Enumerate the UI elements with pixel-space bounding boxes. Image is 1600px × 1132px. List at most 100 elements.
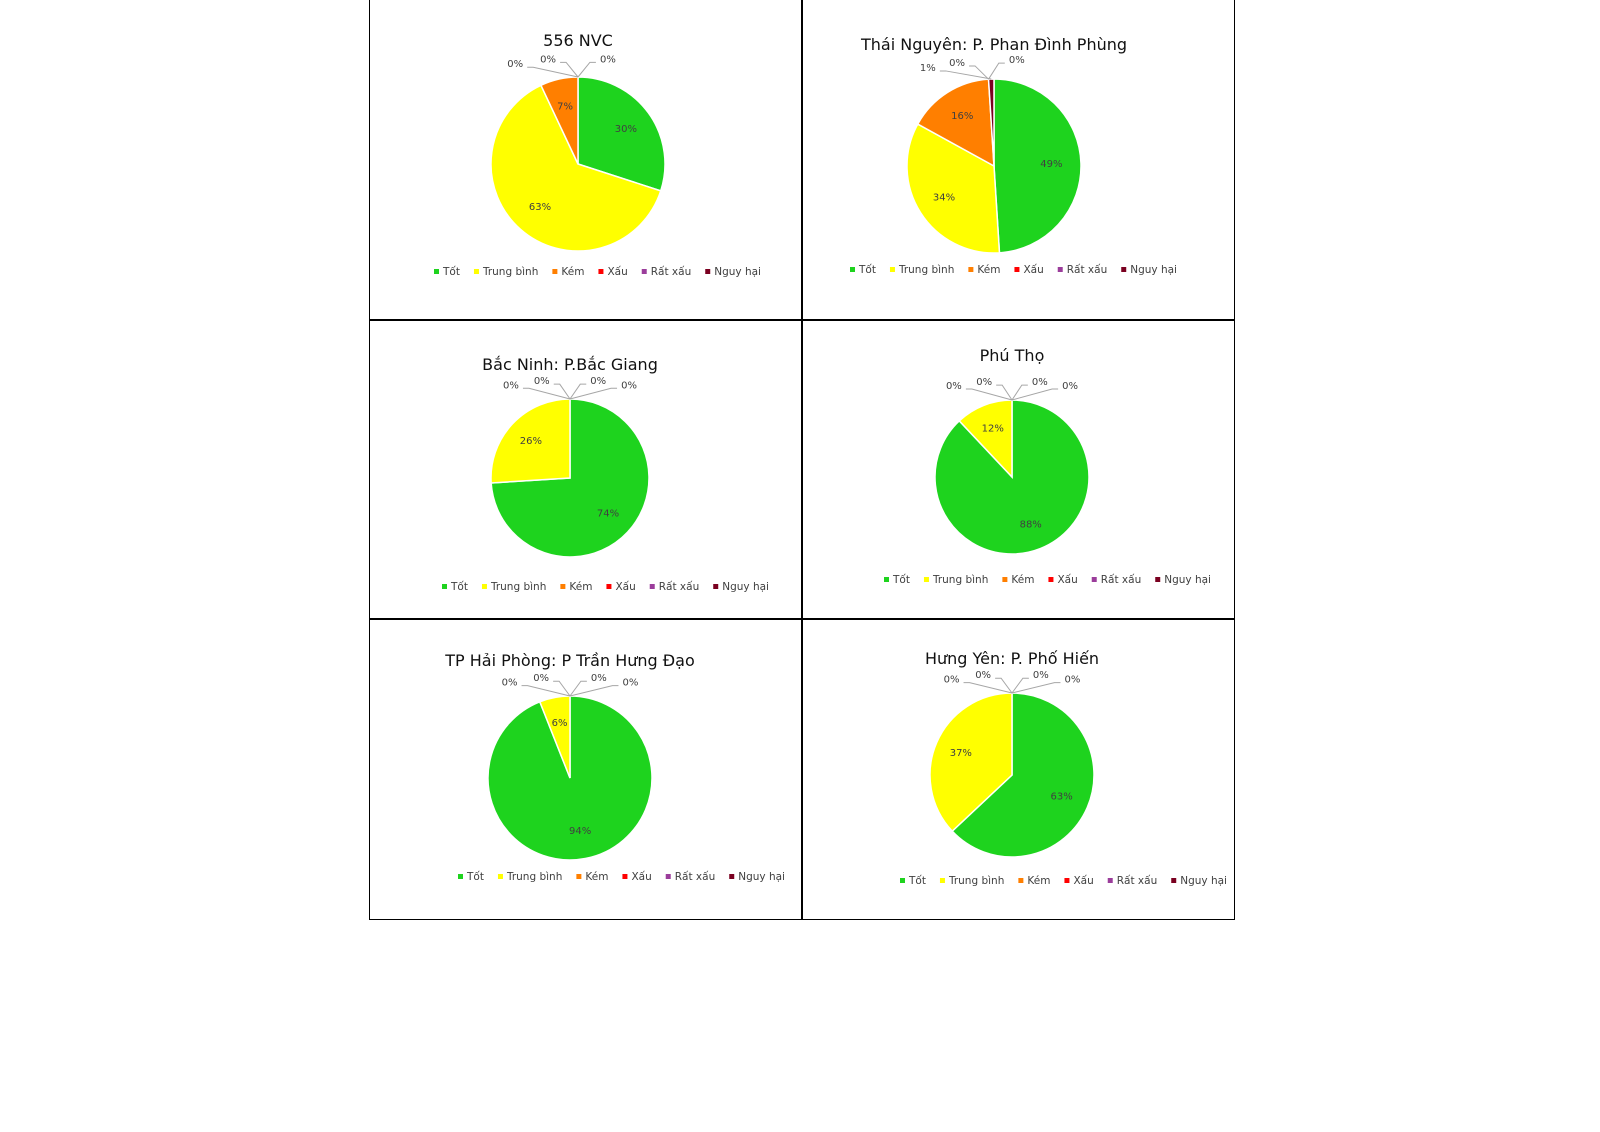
data-label-nguy-hai: 0% [623,678,639,689]
data-label-xau: 0% [540,55,556,66]
leader-line [521,685,571,697]
pie-chart: TP Hải Phòng: P Trần Hưng Đạo 94% 6% 0% 0% 0%… [444,651,785,883]
legend-label-rat-xau: Rất xấu [659,581,700,593]
legend-label-rat-xau: Rất xấu [675,871,716,883]
chart-grid: 556 NVC 30% 63% 7% 0% 0% 0% Tốt Trung bình Kém Xấu… [369,0,1235,920]
legend-label-nguy-hai: Nguy hại [1130,264,1177,276]
leader-line [1012,682,1061,694]
chart-panel-phu-tho: Phú Thọ 88% 12% 0% 0% 0% 0% Tốt Trung bình Kém Xấu… [801,319,1235,620]
legend-swatch-rat-xau [649,584,655,590]
legend-label-nguy-hai: Nguy hại [1164,574,1211,586]
pie-slice-trung-binh [490,84,662,252]
leader-line [554,383,571,400]
data-label-kem: 0% [976,377,992,388]
pie-slices [490,76,666,252]
data-label-kem: 7% [557,102,573,113]
data-label-rat-xau: 0% [1009,55,1025,66]
legend-label-xau: Xấu [1074,875,1094,887]
legend-label-kem: Kém [1028,875,1051,887]
legend-label-tot: Tốt [450,581,468,593]
leader-line [577,62,597,78]
leader-line [553,680,571,697]
leader-line [996,384,1013,401]
legend-label-xau: Xấu [632,871,652,883]
legend-label-nguy-hai: Nguy hại [714,266,761,278]
legend-swatch-rat-xau [665,874,671,880]
leader-line [569,680,588,697]
legend-swatch-kem [1002,577,1008,583]
legend-swatch-tot [884,577,890,583]
leader-line [570,685,619,697]
data-label-xau: 0% [591,673,607,684]
pie-chart: 556 NVC 30% 63% 7% 0% 0% 0% Tốt Trung bình Kém Xấu… [434,31,761,278]
data-label-rat-xau: 0% [946,381,962,392]
legend-swatch-xau [1014,267,1020,273]
legend-swatch-xau [606,584,612,590]
legend-swatch-nguy-hai [705,269,711,275]
legend-label-rat-xau: Rất xấu [651,266,692,278]
chart-panel-hai-phong: TP Hải Phòng: P Trần Hưng Đạo 94% 6% 0% 0% 0%… [369,618,803,920]
legend-label-trung-binh: Trung bình [482,266,538,278]
chart-title: Thái Nguyên: P. Phan Đình Phùng [860,35,1127,54]
legend: Tốt Trung bình Kém Xấu Rất xấu Nguy hại [850,264,1177,276]
data-label-kem: 0% [975,670,991,681]
legend-swatch-xau [1048,577,1054,583]
legend-swatch-nguy-hai [1171,878,1177,884]
legend-label-rat-xau: Rất xấu [1067,264,1108,276]
legend-swatch-rat-xau [1057,267,1063,273]
leader-line [569,383,587,400]
legend-label-trung-binh: Trung bình [490,581,546,593]
data-label-nguy-hai: 0% [621,381,637,392]
data-label-kem: 0% [533,673,549,684]
pie-slices [934,399,1090,555]
data-label-rat-xau: 0% [503,381,519,392]
data-label-xau: 0% [949,58,965,69]
legend-swatch-tot [442,584,448,590]
data-label-nguy-hai: 1% [920,63,936,74]
legend-swatch-rat-xau [1091,577,1097,583]
legend-swatch-rat-xau [641,269,647,275]
legend-label-kem: Kém [1012,574,1035,586]
legend-swatch-tot [850,267,856,273]
data-label-trung-binh: 37% [950,748,972,759]
data-label-nguy-hai: 0% [1065,675,1081,686]
legend-label-kem: Kém [562,266,585,278]
legend: Tốt Trung bình Kém Xấu Rất xấu Nguy hại [884,574,1211,586]
data-label-rat-xau: 0% [600,55,616,66]
chart-title: Bắc Ninh: P.Bắc Giang [482,355,658,374]
chart-title: 556 NVC [543,31,613,50]
pie-slice-tot [993,78,1082,254]
pie-chart: Hưng Yên: P. Phố Hiến 63% 37% 0% 0% 0% 0% Tốt Tr… [900,649,1227,887]
data-label-rat-xau: 0% [502,678,518,689]
legend-swatch-kem [552,269,558,275]
chart-title: Phú Thọ [980,346,1045,365]
data-label-xau: 0% [1032,377,1048,388]
legend-swatch-kem [1018,878,1024,884]
legend-label-xau: Xấu [608,266,628,278]
legend-swatch-nguy-hai [1121,267,1127,273]
pie-slice-tot [487,695,653,861]
leader-line [1011,384,1029,401]
leader-line [570,388,618,400]
legend: Tốt Trung bình Kém Xấu Rất xấu Nguy hại [458,871,785,883]
legend-swatch-trung-binh [474,269,480,275]
legend: Tốt Trung bình Kém Xấu Rất xấu Nguy hại [900,875,1227,887]
leader-line [963,682,1013,694]
legend-label-tot: Tốt [892,574,910,586]
pie-slice-tot [951,692,1095,858]
legend-label-tot: Tốt [442,266,460,278]
legend-swatch-trung-binh [482,584,488,590]
legend-swatch-trung-binh [890,267,896,273]
leader-line [523,388,571,400]
legend-swatch-trung-binh [924,577,930,583]
legend-swatch-xau [598,269,604,275]
leader-line [560,62,579,78]
chart-panel-hung-yen: Hưng Yên: P. Phố Hiến 63% 37% 0% 0% 0% 0% Tốt Tr… [801,618,1235,920]
legend-label-rat-xau: Rất xấu [1101,574,1142,586]
leader-line [988,62,1006,80]
data-label-tot: 30% [615,124,637,135]
data-label-rat-xau: 0% [944,675,960,686]
legend-swatch-rat-xau [1107,878,1113,884]
legend-label-kem: Kém [586,871,609,883]
chart-panel-thai-nguyen: Thái Nguyên: P. Phan Đình Phùng 49% 34% 16%… [801,0,1235,321]
